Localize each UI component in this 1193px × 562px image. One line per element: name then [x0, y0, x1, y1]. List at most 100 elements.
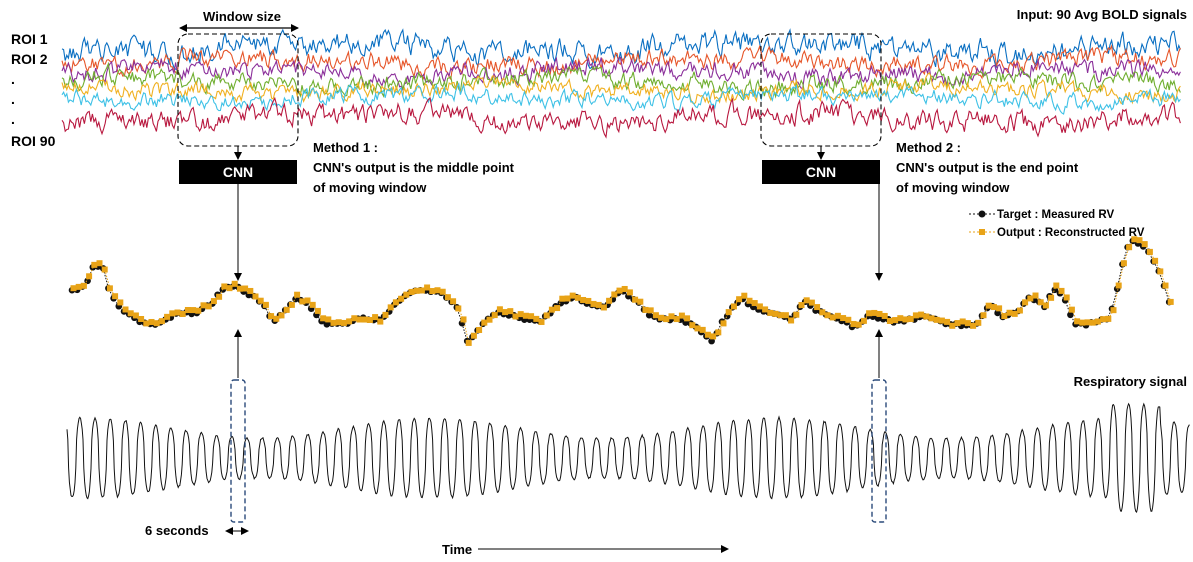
output-rv-point [304, 297, 311, 304]
legend-output-marker [979, 229, 985, 235]
output-rv-point [954, 320, 961, 327]
output-rv-point [876, 310, 883, 317]
output-rv-point [548, 306, 555, 313]
output-rv-point [325, 316, 332, 323]
output-rv-point [990, 304, 997, 311]
output-rv-point [840, 315, 847, 322]
output-rv-point [845, 316, 852, 323]
output-rv-point [444, 294, 451, 301]
output-rv-point [580, 296, 587, 303]
window-size-label: Window size [203, 9, 281, 24]
output-rv-point [242, 285, 249, 292]
output-rv-point [985, 302, 992, 309]
output-rv-point [528, 313, 535, 320]
output-rv-point [122, 306, 129, 313]
output-rv-point [1141, 241, 1148, 248]
output-rv-point [741, 292, 748, 299]
output-rv-point [1146, 248, 1153, 255]
output-rv-point [398, 295, 405, 302]
output-rv-point [673, 316, 680, 323]
output-rv-point [294, 291, 301, 298]
roi-label-dot-3: . [11, 111, 15, 127]
bold-signal-trace [61, 56, 1181, 92]
output-rv-point [470, 332, 477, 339]
output-rv-point [257, 297, 264, 304]
method2-line1: CNN's output is the end point [896, 160, 1079, 175]
output-rv-point [216, 293, 223, 300]
output-rv-point [231, 280, 238, 287]
output-rv-point [465, 339, 472, 346]
cnn-label-1: CNN [223, 164, 253, 180]
output-rv-point [793, 311, 800, 318]
output-rv-point [174, 309, 181, 316]
output-rv-point [278, 312, 285, 319]
output-rv-point [814, 304, 821, 311]
output-rv-point [918, 311, 925, 318]
output-rv-point [819, 309, 826, 316]
output-rv-point [164, 313, 171, 320]
output-rv-point [689, 322, 696, 329]
output-rv-point [1032, 292, 1039, 299]
output-rv-point [517, 311, 524, 318]
output-rv-point [694, 325, 701, 332]
output-rv-point [200, 302, 207, 309]
output-rv-point [1110, 307, 1117, 314]
output-rv-point [1016, 307, 1023, 314]
output-rv-point [762, 306, 769, 313]
output-rv-point [268, 313, 275, 320]
output-rv-point [1157, 268, 1164, 275]
output-rv-point [538, 318, 545, 325]
output-rv-point [496, 306, 503, 313]
output-rv-point [543, 312, 550, 319]
output-rv-point [1027, 295, 1034, 302]
output-rv-point [938, 317, 945, 324]
bold-signal-trace [61, 28, 1181, 72]
output-rv-point [75, 283, 82, 290]
output-rv-point [564, 295, 571, 302]
output-rv-point [912, 312, 919, 319]
roi-label-dot-1: . [11, 71, 15, 87]
output-rv-point [106, 285, 113, 292]
output-rv-point [574, 294, 581, 301]
output-rv-point [1006, 309, 1013, 316]
output-rv-point [590, 300, 597, 307]
output-rv-point [481, 319, 488, 326]
output-rv-point [652, 312, 659, 319]
output-rv-point [1152, 257, 1159, 264]
output-rv-point [642, 306, 649, 313]
output-rv-point [273, 315, 280, 322]
output-rv-point [247, 287, 254, 294]
output-rv-point [112, 293, 119, 300]
output-rv-point [710, 333, 717, 340]
bold-signal-trace [61, 96, 1181, 139]
output-rv-point [1042, 302, 1049, 309]
output-rv-point [288, 301, 295, 308]
output-rv-point [788, 317, 795, 324]
output-rv-point [387, 304, 394, 311]
output-rv-point [101, 266, 108, 273]
output-rv-point [632, 296, 639, 303]
output-rv-point [569, 292, 576, 299]
output-rv-point [91, 261, 98, 268]
rv-legend: Target : Measured RV Output : Reconstruc… [969, 209, 1145, 239]
output-rv-point [892, 317, 899, 324]
method1-line1: CNN's output is the middle point [313, 160, 515, 175]
output-rv-point [179, 310, 186, 317]
output-rv-point [127, 310, 134, 317]
output-rv-point [996, 305, 1003, 312]
bold-signals [61, 28, 1181, 139]
roi-label-1: ROI 1 [11, 31, 48, 47]
cnn-block-1: CNN [179, 160, 297, 184]
time-label: Time [442, 542, 472, 557]
output-rv-point [720, 320, 727, 327]
output-rv-point [866, 310, 873, 317]
output-rv-point [855, 321, 862, 328]
output-rv-point [403, 291, 410, 298]
output-rv-point [392, 299, 399, 306]
output-rv-point [1079, 319, 1086, 326]
output-rv-point [455, 305, 462, 312]
output-rv-point [637, 298, 644, 305]
output-rv-point [330, 319, 337, 326]
output-rv-point [730, 303, 737, 310]
output-rv-point [158, 318, 165, 325]
